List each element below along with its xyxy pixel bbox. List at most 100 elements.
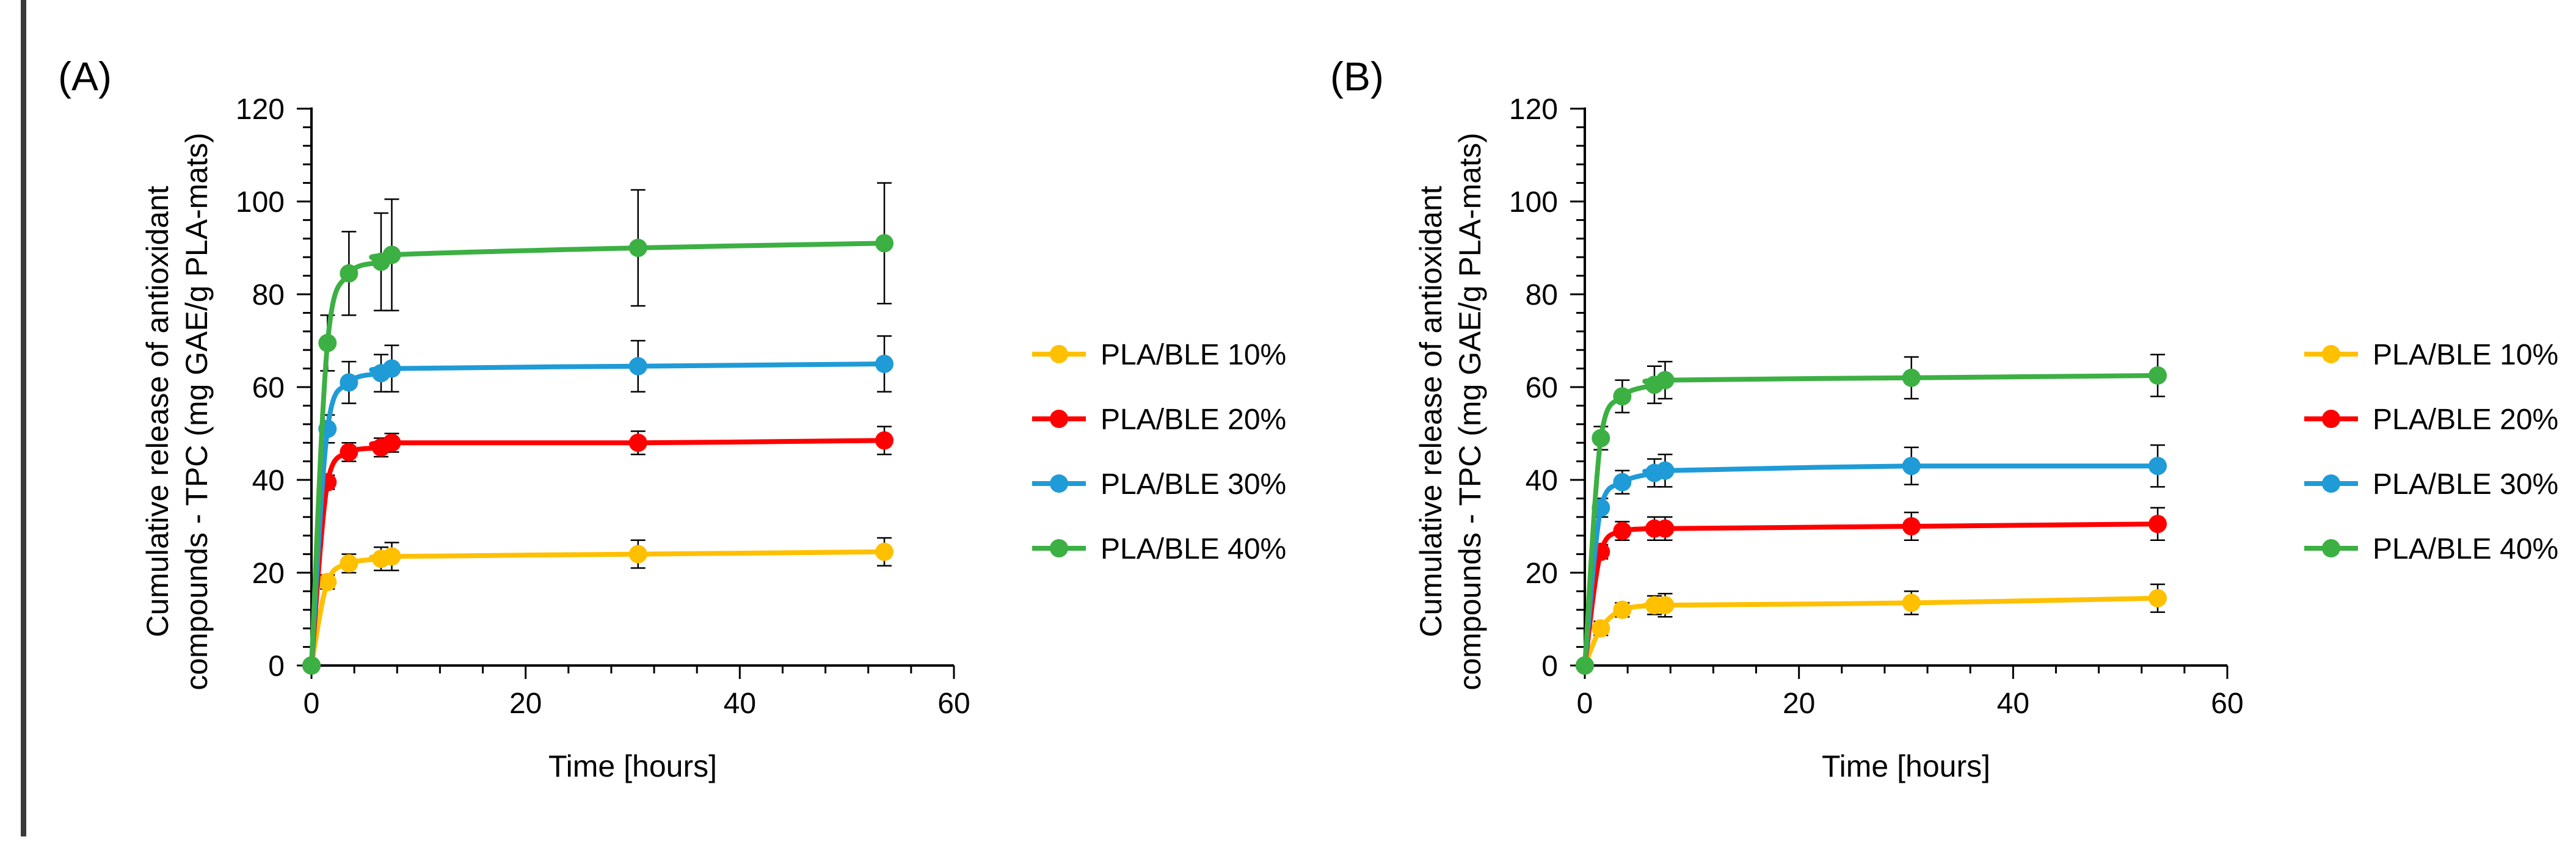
chart-0-y-tick-label: 100 xyxy=(236,186,285,219)
chart-0-legend-swatch-marker-2 xyxy=(1050,410,1068,428)
chart-0-x-tick-label: 20 xyxy=(509,687,542,720)
chart-1-series-4-point xyxy=(1613,387,1632,406)
chart-1-series-4-point xyxy=(1576,656,1594,675)
chart-1-series-1 xyxy=(1576,583,2167,675)
chart-0-x-tick-label: 40 xyxy=(724,687,756,720)
chart-1-series-1-point xyxy=(1656,596,1675,615)
chart-0-series-4-line xyxy=(309,241,885,666)
chart-0-legend-label-4: PLA/BLE 40% xyxy=(1101,533,1286,565)
chart-0-series-4 xyxy=(302,182,894,675)
chart-1-series-3 xyxy=(1576,444,2167,675)
chart-1-series-4-point xyxy=(1656,371,1675,390)
chart-0-series-4-point xyxy=(628,239,647,257)
chart-0-y-tick-label: 60 xyxy=(252,372,285,404)
chart-1-series-3-point xyxy=(2148,457,2167,476)
chart-0-series-4-point xyxy=(302,656,321,675)
chart-1-y-tick-label: 80 xyxy=(1526,279,1558,311)
chart-0-legend: PLA/BLE 10% PLA/BLE 20% PLA/BLE 30% PLA/BLE… xyxy=(1032,339,1286,565)
chart-1-y-tick-label: 100 xyxy=(1509,186,1558,219)
chart-0-y-tick-label: 40 xyxy=(252,465,285,497)
chart-1-series-2-point xyxy=(1902,517,1921,535)
chart-0-series-3-point xyxy=(382,359,401,378)
chart-1-series-3-point xyxy=(1656,461,1675,480)
chart-0-series-3-point xyxy=(875,355,894,373)
chart-1-series-3-line xyxy=(1582,463,2158,666)
chart-0-series-4-point xyxy=(340,264,358,283)
chart-0-series-1-line xyxy=(309,549,885,666)
chart-0-y-axis-title-line-2: compounds - TPC (mg GAE/g PLA-mats) xyxy=(180,132,214,690)
chart-0-series-1-point xyxy=(628,545,647,564)
chart-1-series-3-point xyxy=(1902,457,1921,476)
chart-1-legend-label-1: PLA/BLE 10% xyxy=(2373,339,2558,371)
chart-1-y-tick-label: 0 xyxy=(1541,650,1558,683)
left-border-bar xyxy=(21,0,26,836)
chart-1-series-4-point xyxy=(2148,366,2167,385)
chart-1-series-1-point xyxy=(1592,619,1610,638)
chart-1-series-1-point xyxy=(1902,593,1921,612)
chart-1-series-1-point xyxy=(1613,600,1632,619)
chart-0-y-tick-label: 20 xyxy=(252,557,285,590)
chart-1-series-2 xyxy=(1576,507,2167,675)
chart-0-series-3-point xyxy=(340,373,358,392)
chart-0-legend-swatch-marker-1 xyxy=(1050,345,1068,363)
chart-1-legend-label-2: PLA/BLE 20% xyxy=(2373,404,2558,436)
chart-0-x-axis-title: Time [hours] xyxy=(548,749,717,783)
chart-0-series-1-point xyxy=(340,554,358,573)
chart-1-legend: PLA/BLE 10% PLA/BLE 20% PLA/BLE 30% PLA/BLE… xyxy=(2304,339,2558,565)
chart-1-series-1-point xyxy=(2148,589,2167,608)
chart-0-legend-label-3: PLA/BLE 30% xyxy=(1101,468,1286,501)
chart-1-legend-swatch-marker-3 xyxy=(2322,474,2340,493)
chart-0-series-2-line xyxy=(309,438,885,666)
chart-1-series-4-line xyxy=(1582,373,2158,666)
chart-1-series-3-point xyxy=(1613,473,1632,491)
chart-1-series-2-point xyxy=(2148,515,2167,534)
chart-0-series-2-point xyxy=(382,433,401,452)
chart-1-x-tick-label: 60 xyxy=(2211,687,2243,720)
chart-1-legend-swatch-marker-2 xyxy=(2322,410,2340,428)
chart-1-series-2-line xyxy=(1582,521,2158,666)
chart-0-x-tick-label: 0 xyxy=(304,687,320,720)
chart-0-series-4-point xyxy=(875,234,894,253)
chart-0-series-3-line xyxy=(309,361,885,666)
chart-1-x-tick-label: 40 xyxy=(1997,687,2029,720)
chart-1-x-tick-label: 20 xyxy=(1783,687,1815,720)
chart-1-legend-label-3: PLA/BLE 30% xyxy=(2373,468,2558,501)
chart-0-series-4-point xyxy=(318,333,337,352)
chart-0-series-1-point xyxy=(382,547,401,566)
chart-1-series-2-point xyxy=(1656,519,1675,538)
chart-0-series-2-point xyxy=(628,433,647,452)
chart-1-y-tick-label: 20 xyxy=(1526,557,1558,590)
chart-0-legend-swatch-marker-3 xyxy=(1050,474,1068,493)
chart-1-panel-label: (B) xyxy=(1330,54,1384,99)
chart-1-y-axis-title-line-2: compounds - TPC (mg GAE/g PLA-mats) xyxy=(1453,132,1487,690)
chart-0-y-tick-label: 80 xyxy=(252,279,285,311)
chart-0-panel-label: (A) xyxy=(58,54,112,99)
chart-0-series-4-point xyxy=(382,245,401,264)
chart-1-legend-swatch-marker-4 xyxy=(2322,539,2340,557)
chart-0-series-3-point xyxy=(628,357,647,375)
chart-0-series-1-point xyxy=(875,542,894,561)
chart-1-legend-label-4: PLA/BLE 40% xyxy=(2373,533,2558,565)
chart-0-series-3 xyxy=(302,335,894,675)
chart-0-series-2-point xyxy=(875,431,894,450)
chart-0-x-tick-label: 60 xyxy=(937,687,970,720)
chart-1-x-axis-title: Time [hours] xyxy=(1822,749,1990,783)
chart-1-series-4 xyxy=(1576,354,2167,675)
chart-0-legend-label-2: PLA/BLE 20% xyxy=(1101,404,1286,436)
chart-0-y-tick-label: 120 xyxy=(236,93,285,126)
chart-1-series-4-point xyxy=(1592,429,1610,448)
chart-1-series-2-point xyxy=(1613,521,1632,540)
chart-1-y-tick-label: 60 xyxy=(1526,372,1558,404)
chart-1-y-tick-label: 40 xyxy=(1526,465,1558,497)
panel-b: (B) 0 20 40 60 80 100 120 0 20 40 60 Time [hours] Cum… xyxy=(1330,54,2558,783)
chart-1-x-tick-label: 0 xyxy=(1577,687,1593,720)
chart-1-y-axis-title-line-1: Cumulative release of antioxidant xyxy=(1414,186,1448,637)
chart-1-series-4-point xyxy=(1902,368,1921,387)
chart-0-y-axis-title-line-1: Cumulative release of antioxidant xyxy=(140,186,175,637)
chart-1-legend-swatch-marker-1 xyxy=(2322,345,2340,363)
chart-0-legend-label-1: PLA/BLE 10% xyxy=(1101,339,1286,371)
chart-0-series-1 xyxy=(302,537,894,675)
chart-1-y-tick-label: 120 xyxy=(1509,93,1558,126)
chart-0-series-2-point xyxy=(340,443,358,462)
